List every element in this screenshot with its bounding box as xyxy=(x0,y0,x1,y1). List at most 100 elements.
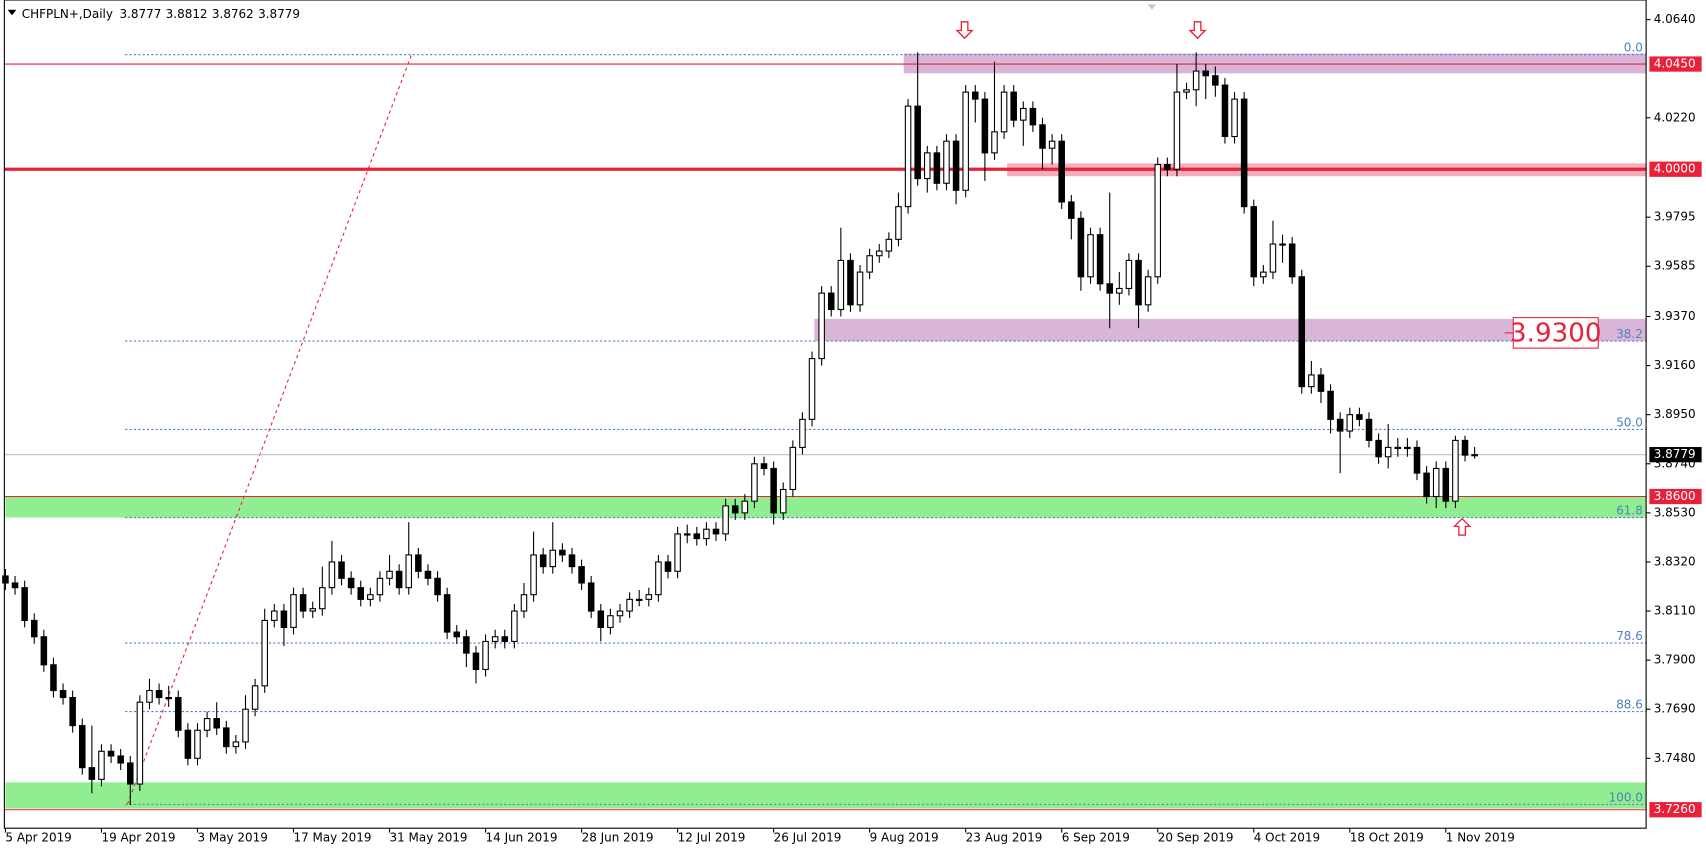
down-arrow xyxy=(1188,21,1207,40)
candle-body xyxy=(1116,287,1123,294)
candle-body xyxy=(261,619,268,687)
fib-label: 100.0 xyxy=(1609,790,1643,804)
candle-body xyxy=(1106,283,1113,294)
candle-body xyxy=(223,727,230,748)
candle-body xyxy=(443,594,451,633)
candle-body xyxy=(1144,276,1152,306)
candle-body xyxy=(1077,217,1085,278)
candle-body xyxy=(683,533,691,536)
fib-label: 50.0 xyxy=(1616,415,1643,429)
x-tick-label: 28 Jun 2019 xyxy=(582,831,654,845)
candle-body xyxy=(30,619,38,638)
candle-body xyxy=(386,570,393,579)
candle-body xyxy=(1471,454,1478,457)
candle-body xyxy=(232,741,240,748)
candle-body xyxy=(1279,243,1286,246)
header-high: 3.8812 xyxy=(166,7,208,21)
candle-body xyxy=(299,594,307,612)
candle-body xyxy=(837,259,845,311)
candle-body xyxy=(347,577,355,589)
down-arrow xyxy=(955,21,974,40)
candle-body xyxy=(328,561,336,589)
candle-body xyxy=(991,131,998,154)
candle-body xyxy=(875,250,883,257)
candle-body xyxy=(616,610,624,617)
y-tick-label: 3.9370 xyxy=(1654,309,1696,323)
candle-body xyxy=(587,582,595,612)
x-tick-label: 3 May 2019 xyxy=(197,831,267,845)
candle-body xyxy=(1010,91,1017,121)
candle-body xyxy=(21,587,28,621)
candle-body xyxy=(1192,70,1200,91)
candle-body xyxy=(107,750,115,757)
candle-body xyxy=(703,528,710,540)
candle-body xyxy=(1240,98,1248,208)
candle-body xyxy=(1020,107,1027,121)
fib-label: 88.6 xyxy=(1616,698,1643,712)
candle-body xyxy=(1154,164,1161,278)
level-label-box xyxy=(1649,56,1702,72)
y-tick-label: 3.8950 xyxy=(1654,407,1696,421)
y-tick-label: 4.0640 xyxy=(1654,12,1696,26)
lines: 0.0 38.2 50.0 61.8 78.6 88.6 100.0 xyxy=(4,41,1647,811)
candle-body xyxy=(914,105,921,180)
candle-body xyxy=(693,533,701,540)
candle-body xyxy=(530,554,537,596)
candle-body xyxy=(635,598,643,601)
candle-body xyxy=(1212,75,1219,86)
candle-body xyxy=(1068,201,1075,219)
candle-body xyxy=(242,708,249,743)
x-tick-label: 23 Aug 2019 xyxy=(966,831,1043,845)
candle-body xyxy=(789,446,797,491)
candle-body xyxy=(50,664,57,692)
candle-body xyxy=(424,570,432,579)
fib-label: 0.0 xyxy=(1624,41,1643,55)
x-tick-label: 18 Oct 2019 xyxy=(1350,831,1424,845)
level-label: 4.0000 xyxy=(1654,162,1696,176)
candle-body xyxy=(395,570,403,589)
candle-body xyxy=(40,636,48,666)
candle-body xyxy=(59,689,67,699)
candle-body xyxy=(88,767,96,780)
level-label-box xyxy=(1649,161,1702,177)
x-tick-label: 17 May 2019 xyxy=(294,831,372,845)
candle-body xyxy=(664,561,672,572)
candle-body xyxy=(1413,446,1421,474)
candle-body xyxy=(309,608,316,612)
candle-body xyxy=(1375,439,1382,458)
candle-body xyxy=(434,577,441,596)
candle-body xyxy=(607,615,614,628)
candle-body xyxy=(760,463,768,469)
candle-body xyxy=(741,500,749,514)
header-low: 3.8762 xyxy=(212,7,254,21)
candle-body xyxy=(770,467,777,514)
candle-body xyxy=(904,105,912,208)
x-tick-label: 1 Nov 2019 xyxy=(1446,831,1515,845)
candle-body xyxy=(856,271,864,306)
candle-body xyxy=(511,610,518,642)
candle-body xyxy=(357,587,364,600)
candle-body xyxy=(2,575,9,584)
candle-body xyxy=(1336,418,1344,432)
candle-body xyxy=(11,582,19,589)
candle-body xyxy=(1461,439,1469,456)
candle-body xyxy=(712,528,720,535)
level-label-box xyxy=(1649,802,1702,818)
annotation-label: 3.9300 xyxy=(1510,318,1601,348)
y-tick-label: 3.7690 xyxy=(1654,702,1696,716)
candle-body xyxy=(367,594,374,600)
y-tick-label: 3.9160 xyxy=(1654,358,1696,372)
candle-body xyxy=(818,292,825,360)
candle-body xyxy=(482,640,489,671)
candle-body xyxy=(943,140,950,184)
candle-body xyxy=(962,91,969,191)
x-tick-label: 12 Jul 2019 xyxy=(678,831,746,845)
candle-body xyxy=(722,505,729,535)
up-arrow xyxy=(1452,517,1472,536)
candle-body xyxy=(1135,259,1142,306)
level-label: 3.7260 xyxy=(1654,802,1696,816)
candle-body xyxy=(1125,259,1133,290)
candles xyxy=(2,52,1478,806)
y-tick-label: 3.8530 xyxy=(1654,505,1696,519)
